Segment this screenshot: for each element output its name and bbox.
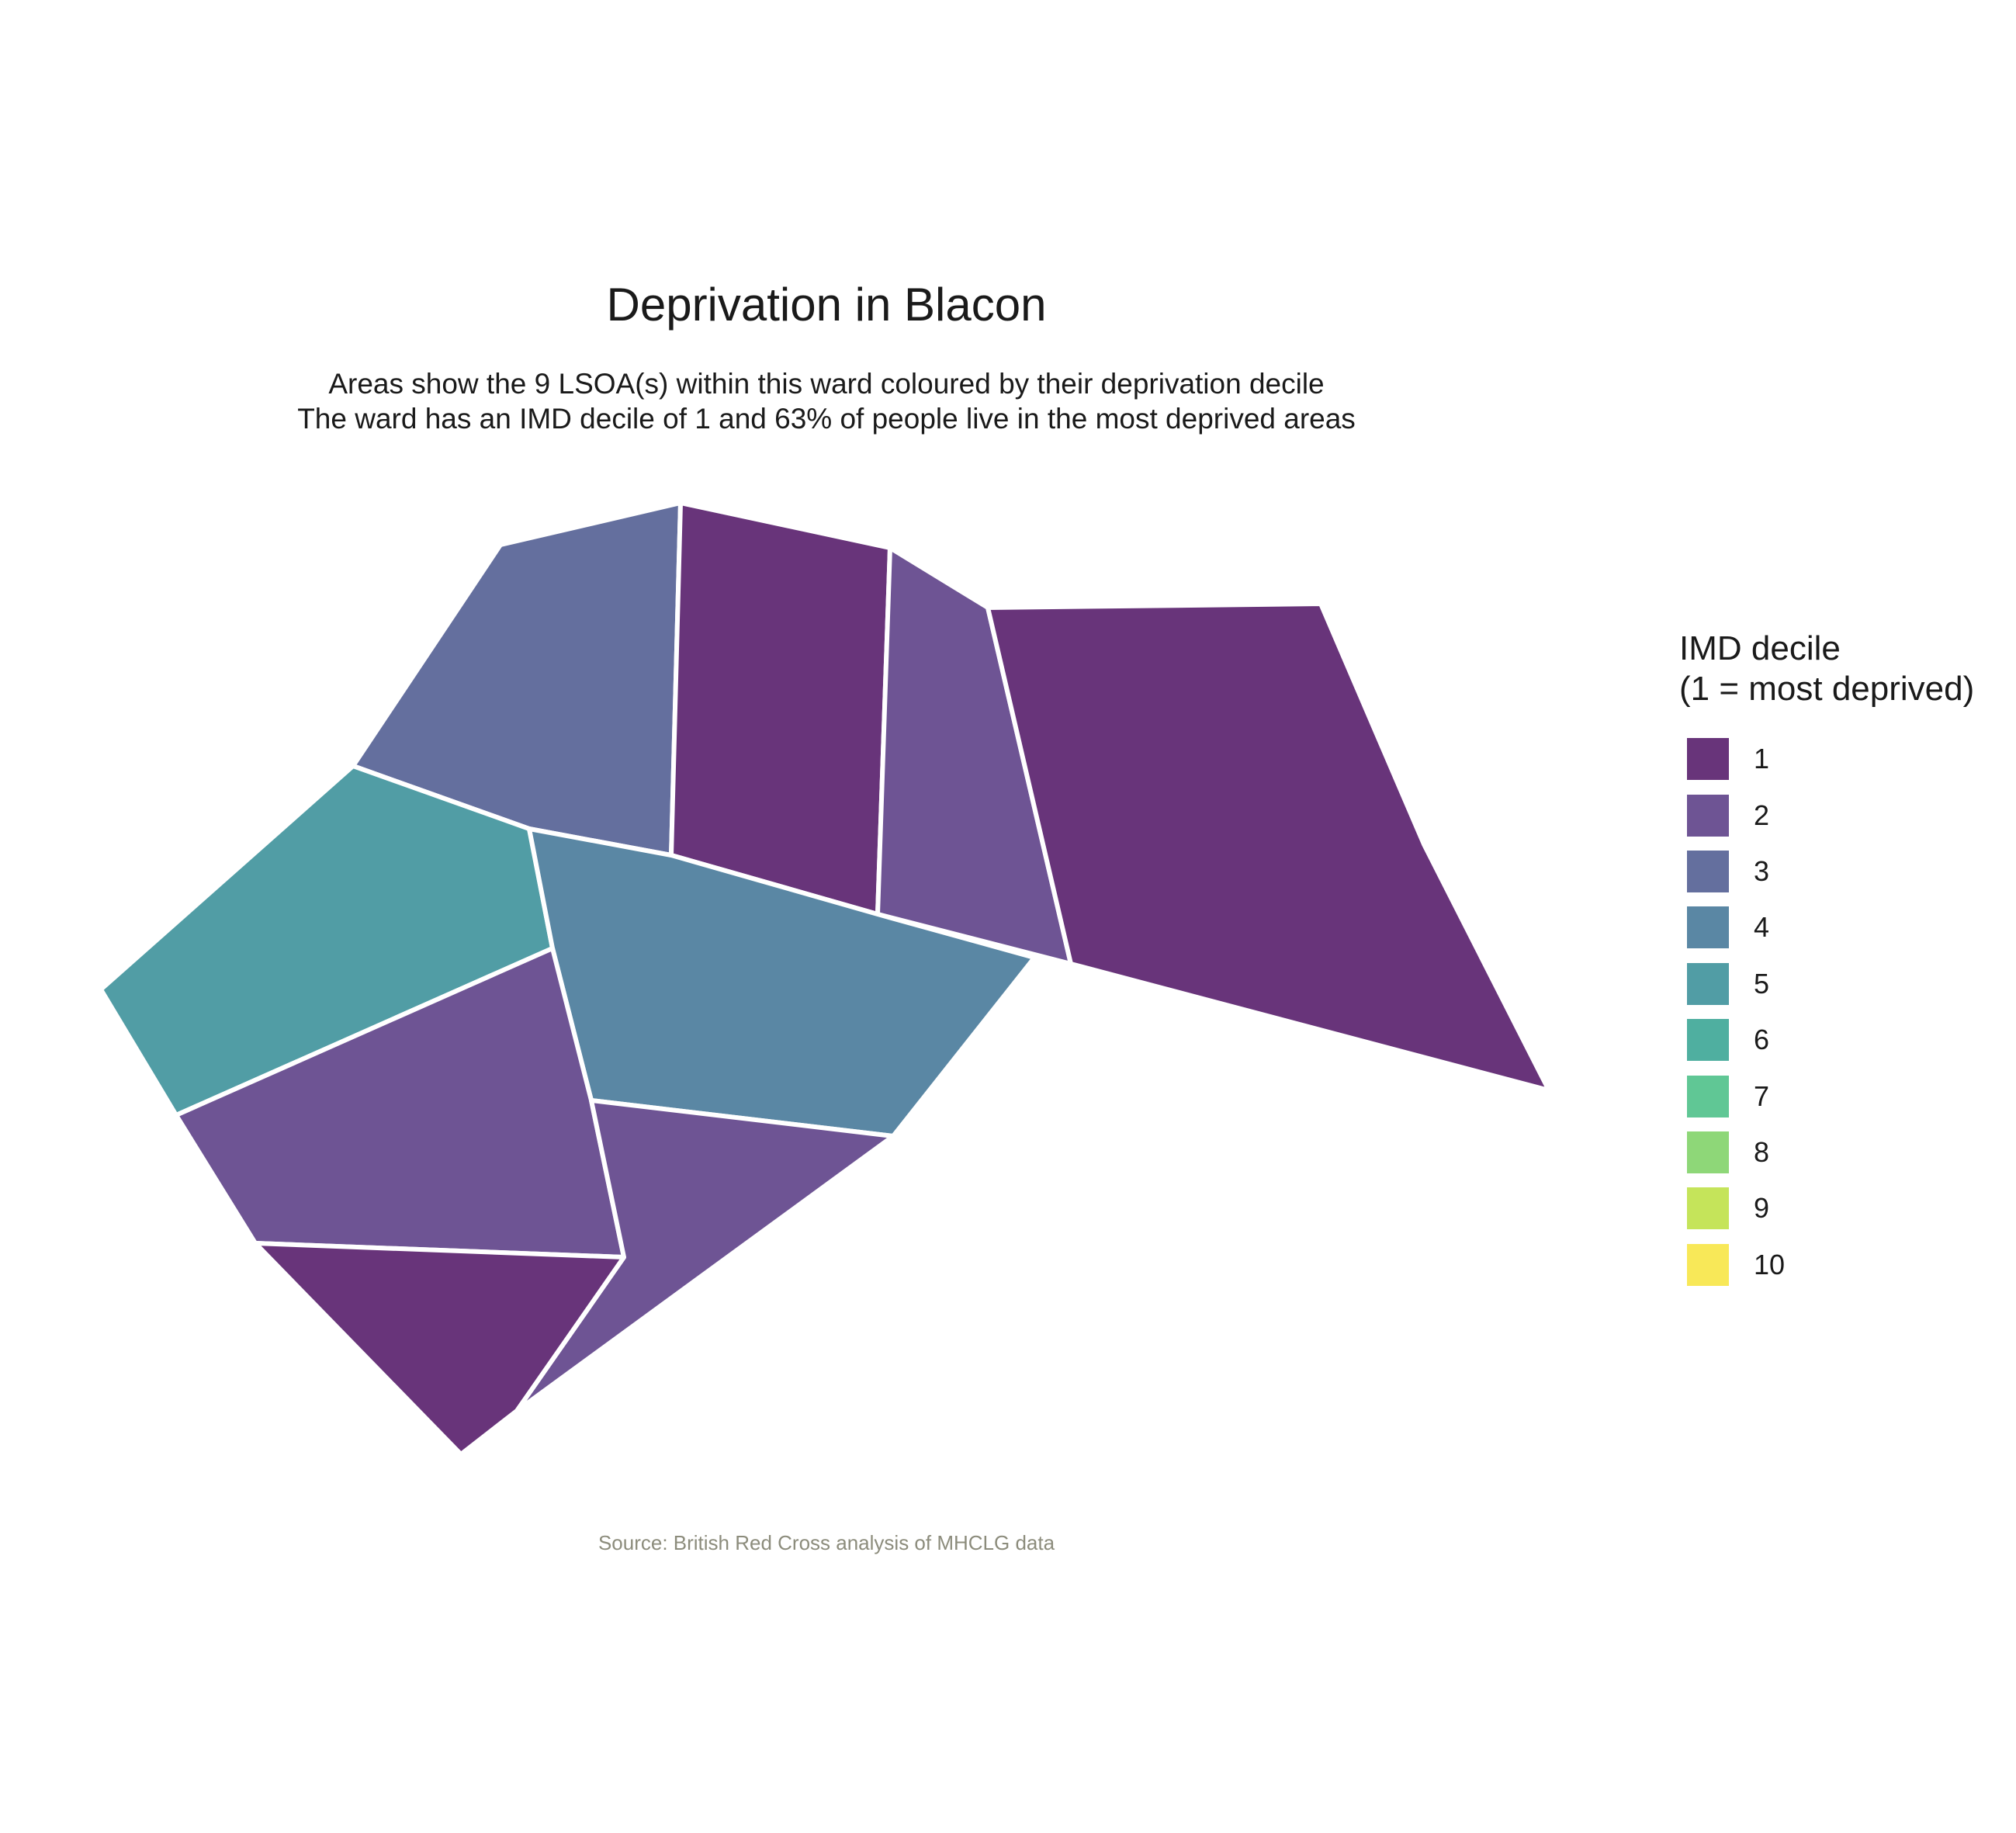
legend-items: 1 2 3 4 5 6 7 8 [1679, 731, 1974, 1293]
legend-swatch [1687, 1075, 1729, 1117]
legend-label: 7 [1754, 1079, 1770, 1112]
lsoa-south [253, 1241, 626, 1457]
legend-item: 8 [1679, 1124, 1974, 1180]
legend-title-line-1: IMD decile [1679, 629, 1841, 667]
lsoa-north-central [669, 501, 892, 916]
legend-label: 1 [1754, 743, 1770, 775]
legend-item: 6 [1679, 1012, 1974, 1068]
legend-swatch [1687, 962, 1729, 1005]
legend-item: 4 [1679, 899, 1974, 955]
legend-swatch [1687, 1019, 1729, 1062]
legend-item: 9 [1679, 1180, 1974, 1236]
legend-label: 5 [1754, 967, 1770, 1000]
legend-swatch [1687, 850, 1729, 892]
legend-label: 4 [1754, 911, 1770, 944]
legend-swatch [1687, 738, 1729, 781]
legend-title: IMD decile (1 = most deprived) [1679, 629, 1974, 709]
legend-swatch [1687, 794, 1729, 837]
legend-swatch [1687, 1131, 1729, 1173]
legend-item: 3 [1679, 844, 1974, 899]
legend-item: 10 [1679, 1237, 1974, 1293]
legend-label: 9 [1754, 1192, 1770, 1225]
chart-subtitle-line-2: The ward has an IMD decile of 1 and 63% … [297, 403, 1356, 435]
legend-item: 7 [1679, 1068, 1974, 1124]
chart-subtitle-line-1: Areas show the 9 LSOA(s) within this war… [328, 368, 1325, 400]
legend-item: 2 [1679, 787, 1974, 843]
legend-label: 10 [1754, 1248, 1786, 1280]
legend-title-line-2: (1 = most deprived) [1679, 670, 1975, 708]
legend-label: 6 [1754, 1024, 1770, 1056]
legend: IMD decile (1 = most deprived) 1 2 3 4 5… [1679, 629, 1974, 1293]
legend-swatch [1687, 1243, 1729, 1286]
source-caption: Source: British Red Cross analysis of MH… [598, 1531, 1055, 1554]
legend-swatch [1687, 1187, 1729, 1230]
legend-item: 5 [1679, 956, 1974, 1012]
legend-label: 2 [1754, 799, 1770, 831]
legend-item: 1 [1679, 731, 1974, 787]
chart-title: Deprivation in Blacon [606, 279, 1047, 331]
legend-swatch [1687, 906, 1729, 949]
legend-label: 3 [1754, 854, 1770, 887]
lsoa-east [985, 601, 1551, 1093]
legend-label: 8 [1754, 1135, 1770, 1168]
